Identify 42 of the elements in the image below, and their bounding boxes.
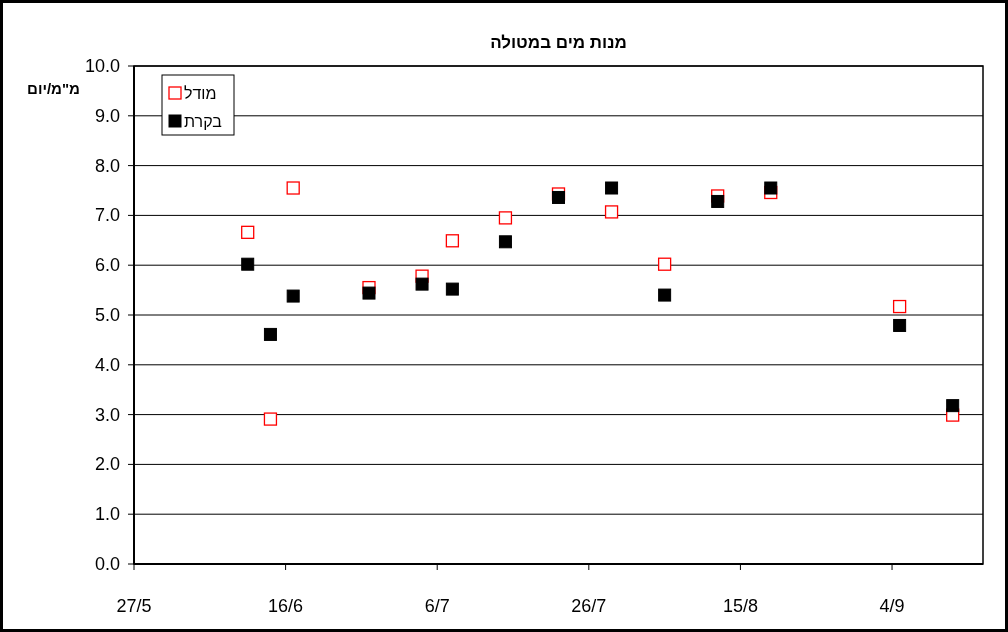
- x-tick-label: 6/7: [424, 596, 450, 616]
- x-tick-label: 16/6: [268, 596, 304, 616]
- y-tick-label: 1.0: [94, 504, 120, 525]
- point: [241, 225, 255, 239]
- point: [263, 327, 277, 341]
- point: [445, 234, 460, 248]
- point: [498, 211, 513, 225]
- point: [286, 289, 300, 303]
- point: [241, 257, 255, 271]
- chart-title: מנות מים במטולה: [490, 33, 627, 52]
- y-tick-label: 3.0: [94, 404, 120, 425]
- point: [263, 412, 278, 426]
- y-tick-label: 8.0: [94, 155, 120, 176]
- point: [604, 205, 619, 219]
- y-tick-label: 9.0: [94, 105, 120, 126]
- point: [286, 181, 300, 195]
- y-axis-title: מ"מ/יום: [27, 80, 80, 97]
- point: [711, 194, 725, 208]
- y-tick-label: 5.0: [94, 305, 120, 325]
- point: [498, 235, 512, 249]
- point: [893, 318, 907, 332]
- point: [415, 277, 429, 291]
- x-tick-label: 4/9: [879, 596, 905, 616]
- point: [764, 181, 778, 195]
- point: [657, 257, 672, 271]
- point: [946, 399, 960, 413]
- legend-label: בקרת: [184, 113, 223, 130]
- x-tick-label: 15/8: [722, 596, 758, 616]
- point: [362, 286, 376, 300]
- point: [445, 282, 459, 296]
- legend-label: מודל: [184, 85, 217, 102]
- y-tick-label: 2.0: [94, 454, 120, 475]
- y-tick-label: 6.0: [94, 255, 120, 276]
- x-tick-label: 26/7: [571, 596, 607, 616]
- point: [605, 181, 619, 195]
- y-tick-label: 10.0: [84, 56, 120, 76]
- y-tick-label: 0.0: [94, 554, 120, 574]
- point: [892, 299, 907, 314]
- y-tick-label: 4.0: [94, 354, 120, 375]
- y-tick-label: 7.0: [94, 205, 120, 226]
- point: [658, 288, 672, 302]
- x-tick-label: 27/5: [116, 596, 152, 616]
